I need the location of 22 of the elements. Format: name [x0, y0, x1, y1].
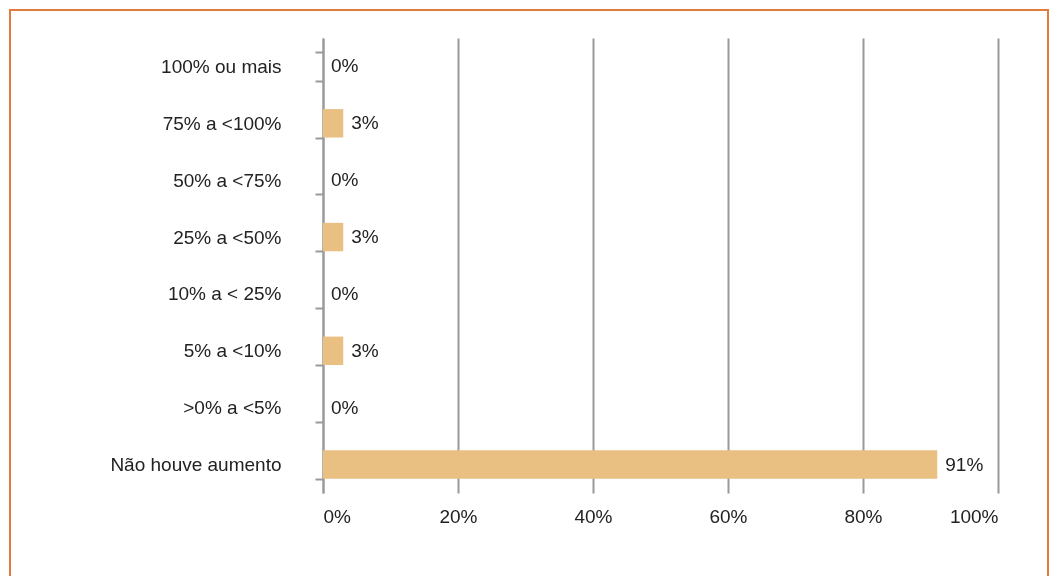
- y-tick-label: 50% a <75%: [173, 169, 282, 191]
- x-tick-label: 60%: [709, 505, 748, 527]
- y-tick-label: >0% a <5%: [183, 397, 282, 419]
- y-tick-label: 100% ou mais: [161, 55, 282, 77]
- data-label: 0%: [331, 55, 359, 77]
- data-label: 3%: [351, 112, 379, 134]
- data-label: 0%: [331, 396, 359, 418]
- y-tick-label: Não houve aumento: [110, 454, 282, 476]
- y-tick-label: 5% a <10%: [183, 340, 282, 362]
- data-label: 91%: [945, 453, 984, 475]
- x-tick-label: 20%: [439, 505, 478, 527]
- x-tick-label: 100%: [949, 505, 999, 527]
- x-tick-label: 0%: [323, 505, 352, 527]
- data-label: 3%: [351, 226, 379, 248]
- x-tick-label: 40%: [574, 505, 613, 527]
- y-tick-label: 25% a <50%: [173, 226, 282, 248]
- data-label: 0%: [331, 169, 359, 191]
- y-tick-label: 75% a <100%: [162, 112, 282, 134]
- data-label: 3%: [351, 339, 379, 361]
- data-label: 0%: [331, 282, 359, 304]
- y-tick-label: 10% a < 25%: [167, 283, 282, 305]
- x-tick-label: 80%: [844, 505, 883, 527]
